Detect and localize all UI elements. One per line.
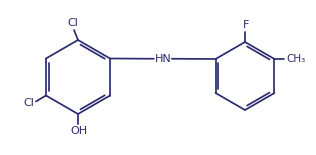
- Text: Cl: Cl: [23, 98, 34, 108]
- Text: HN: HN: [155, 54, 171, 64]
- Text: CH₃: CH₃: [286, 54, 306, 64]
- Text: F: F: [243, 20, 249, 30]
- Text: Cl: Cl: [68, 18, 78, 28]
- Text: OH: OH: [70, 126, 88, 136]
